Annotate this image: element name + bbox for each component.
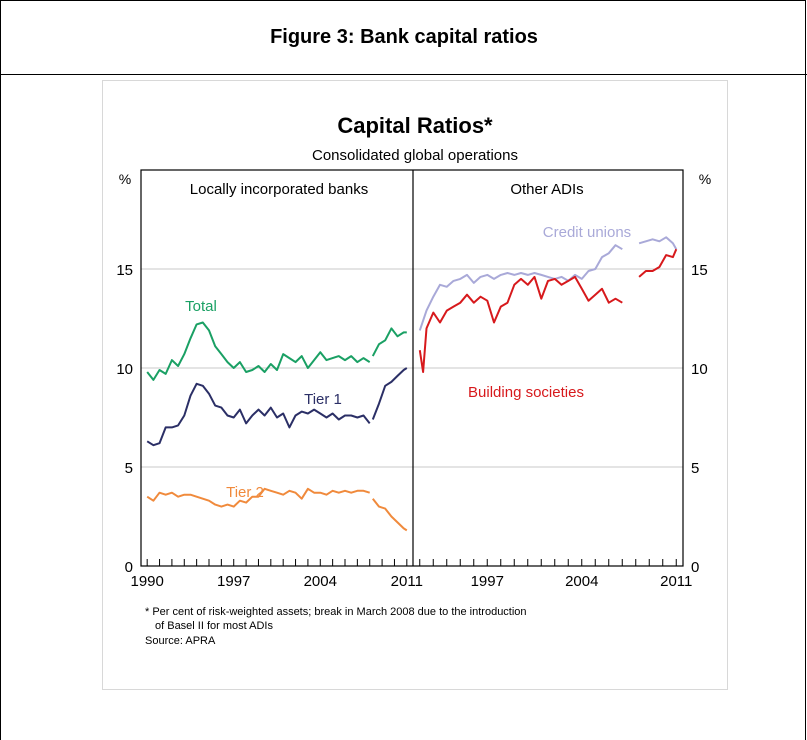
series-line-tier-1 — [146, 382, 371, 447]
x-tick-label: 2011 — [391, 573, 423, 590]
series-line-credit_unions — [638, 236, 678, 250]
series-label: Tier 1 — [304, 391, 342, 408]
series-label: Tier 2 — [226, 484, 264, 501]
series-line-credit-unions — [418, 244, 623, 331]
y-tick-label-left: 0 — [125, 559, 133, 576]
chart-title: Capital Ratios* — [337, 113, 493, 138]
plot-frame — [140, 169, 684, 567]
footnote-line-1: * Per cent of risk-weighted assets; brea… — [145, 606, 527, 618]
x-tick-label: 1997 — [217, 573, 250, 590]
source-note: Source: APRA — [145, 635, 216, 647]
capital-ratios-chart: Capital Ratios* Consolidated global oper… — [116, 113, 711, 647]
y-tick-label-left: 10 — [116, 361, 133, 378]
y-tick-label-right: 0 — [691, 559, 699, 576]
x-tick-label: 1997 — [471, 573, 504, 590]
panel-title-left: Locally incorporated banks — [190, 181, 368, 198]
footnote-line-2: of Basel II for most ADIs — [155, 620, 273, 632]
panel-title-right: Other ADIs — [510, 181, 583, 198]
y-axis-unit-right: % — [699, 171, 711, 187]
plot-layer: 0 0 5 5 10 10 15 15 1990 1997 2004 2011 1997 2004 2011… — [116, 169, 708, 590]
y-tick-label-left: 5 — [125, 460, 133, 477]
series-line-total — [371, 327, 407, 357]
series-label: Building societies — [468, 384, 584, 401]
figure-heading: Figure 3: Bank capital ratios — [1, 1, 807, 75]
chart-container: Capital Ratios* Consolidated global oper… — [102, 80, 728, 690]
series-label: Total — [185, 298, 217, 315]
x-tick-label: 2011 — [660, 573, 692, 590]
x-tick-label: 2004 — [304, 573, 337, 590]
series-line-tier2 — [372, 498, 408, 532]
y-tick-label-right: 5 — [691, 460, 699, 477]
chart-subtitle: Consolidated global operations — [312, 147, 518, 164]
series-line-building_societies — [638, 248, 678, 278]
series-line-building-societies — [418, 275, 623, 373]
x-tick-label: 1990 — [130, 573, 163, 590]
series-line-tier-2 — [146, 487, 370, 508]
series-line-total — [146, 321, 371, 381]
series-line-tier1 — [371, 367, 408, 420]
y-tick-label-right: 15 — [691, 262, 708, 279]
series-label: Credit unions — [543, 224, 631, 241]
y-axis-unit-left: % — [119, 171, 131, 187]
y-tick-label-left: 15 — [116, 262, 133, 279]
x-tick-label: 2004 — [565, 573, 598, 590]
y-tick-label-right: 10 — [691, 361, 708, 378]
